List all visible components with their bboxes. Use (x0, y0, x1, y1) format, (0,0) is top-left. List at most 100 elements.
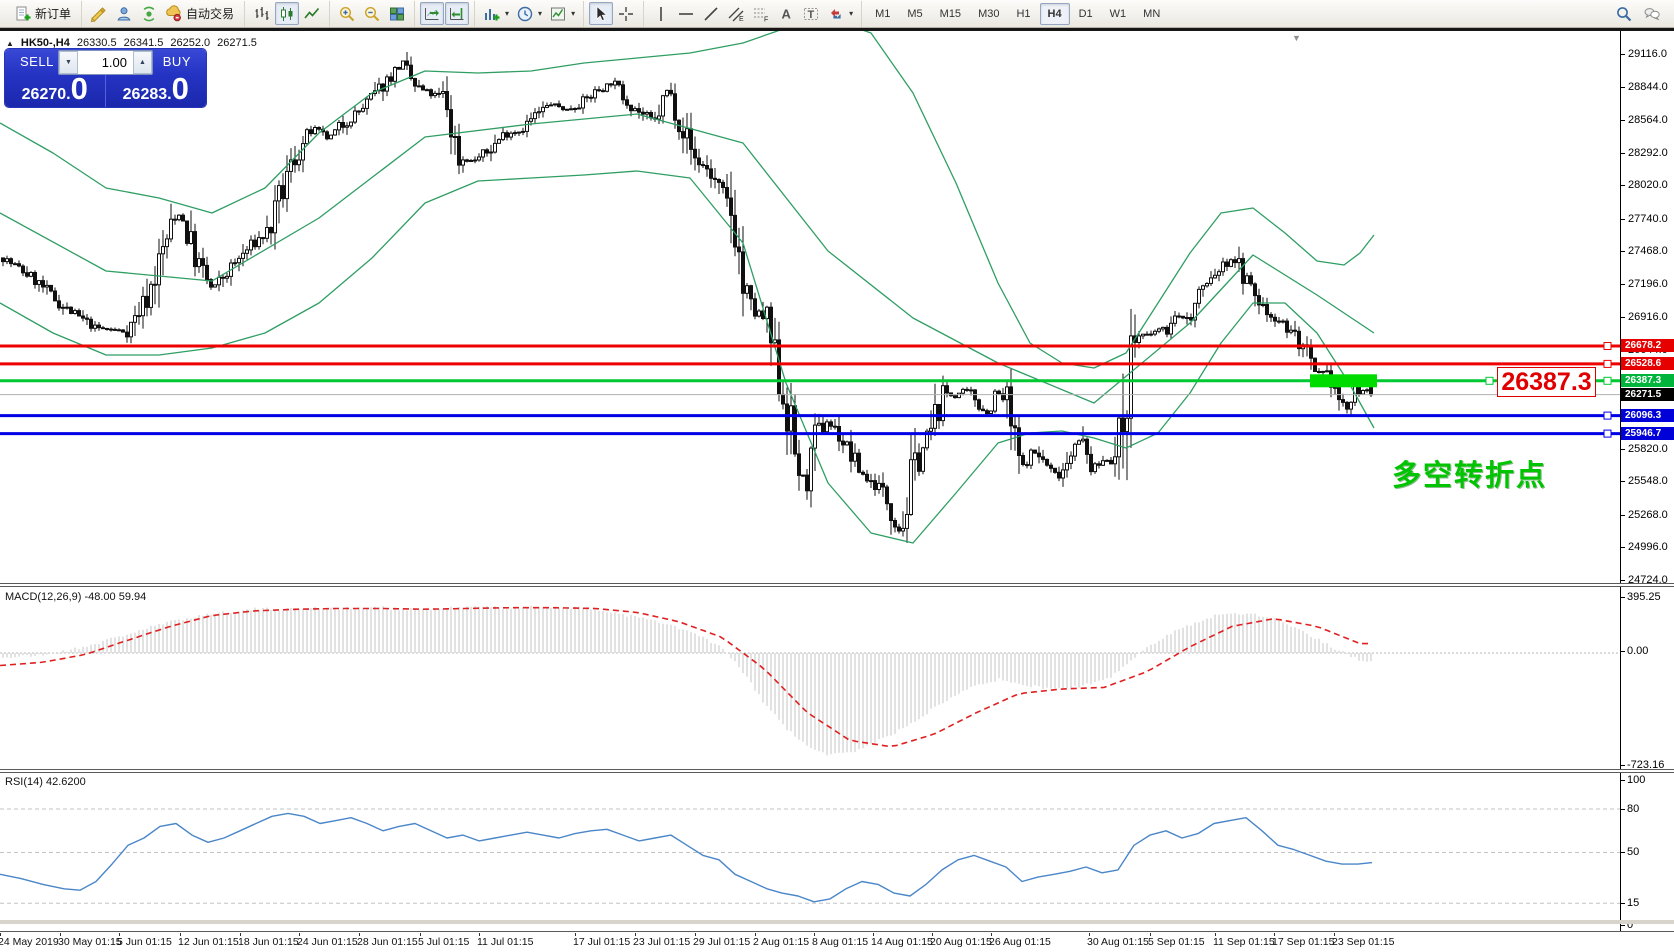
svg-text:F: F (764, 16, 768, 23)
bar-chart-mode-button[interactable] (250, 2, 274, 25)
cursor-button[interactable] (589, 2, 614, 25)
profile-button[interactable] (112, 2, 136, 25)
buy-price: 26283.0 (122, 71, 189, 106)
sell-label: SELL (20, 54, 54, 69)
date-axis-label: 28 Jun 01:15 (357, 936, 418, 948)
date-axis-label: 11 Jul 01:15 (477, 936, 534, 948)
timeframe-M15[interactable]: M15 (939, 7, 962, 20)
date-axis-tick (932, 932, 933, 936)
macd-histogram (2, 605, 1372, 756)
arrows-icon (827, 5, 845, 23)
timeframe-M5[interactable]: M5 (907, 7, 923, 20)
text-label-button[interactable]: T (799, 2, 823, 25)
toolbar-group (244, 0, 329, 27)
search-button[interactable] (1612, 2, 1636, 25)
symbol-info-bar: ▲ HK50-,H4 26330.5 26341.5 26252.0 26271… (6, 37, 257, 49)
equidistant-channel-button[interactable]: E (724, 2, 748, 25)
chevron-down-icon[interactable]: ▾ (849, 9, 854, 18)
zoom-in-icon (338, 5, 356, 23)
timeframe-H1[interactable]: H1 (1016, 7, 1031, 20)
zoom-in-button[interactable] (335, 2, 359, 25)
candlestick-mode-button[interactable] (275, 2, 300, 25)
date-axis-tick (0, 932, 1, 936)
hline-price-badge: 25946.7 (1621, 427, 1674, 440)
date-axis-tick (240, 932, 241, 936)
panel-separator[interactable] (0, 769, 1674, 773)
price-axis-tick-label: 25548.0 (1628, 475, 1668, 487)
volume-decrease-button[interactable]: ▼ (59, 51, 78, 74)
chart-shift-button[interactable] (445, 2, 470, 25)
volume-stepper: ▼ 1.00 ▲ (58, 50, 153, 75)
svg-text:A: A (782, 6, 792, 21)
auto-scroll-button[interactable] (420, 2, 445, 25)
date-axis-label: 11 Sep 01:15 (1213, 936, 1275, 948)
text-label-icon: T (802, 5, 820, 23)
rsi-panel[interactable] (0, 774, 1620, 931)
timeframe-M30[interactable]: M30 (978, 7, 1000, 20)
highlight-box (1310, 374, 1377, 388)
arrows-button[interactable]: ▾ (824, 2, 856, 25)
price-axis-tick-label: 27740.0 (1628, 213, 1668, 225)
svg-text:T: T (808, 9, 815, 21)
buy-label: BUY (162, 54, 191, 69)
timeframe-D1[interactable]: D1 (1078, 7, 1093, 20)
fibonacci-button[interactable]: F (749, 2, 773, 25)
main-price-chart[interactable] (0, 31, 1620, 583)
price-axis-tick-label: 27196.0 (1628, 278, 1668, 290)
chart-shift-marker-icon[interactable]: ▼ (1292, 33, 1301, 43)
toolbar-group (414, 0, 474, 27)
timeframe-MN[interactable]: MN (1143, 7, 1161, 20)
price-axis-tick-label: 29116.0 (1628, 48, 1667, 60)
date-axis-label: 23 Jul 01:15 (633, 936, 691, 948)
date-axis-label: 5 Sep 01:15 (1148, 936, 1205, 948)
templates-button[interactable]: ▾ (546, 2, 578, 25)
volume-increase-button[interactable]: ▲ (133, 51, 152, 74)
line-chart-mode-button[interactable] (300, 2, 324, 25)
timeframe-W1[interactable]: W1 (1109, 7, 1127, 20)
tile-windows-button[interactable] (385, 2, 409, 25)
macd-axis-tick (1620, 765, 1625, 766)
date-axis-tick (695, 932, 696, 936)
signals-button[interactable] (137, 2, 161, 25)
one-click-toggle[interactable]: ▲ (6, 38, 14, 48)
horizontal-line-button[interactable] (674, 2, 698, 25)
rsi-axis-tick (1620, 780, 1625, 781)
periods-button[interactable]: ▾ (513, 2, 545, 25)
chevron-down-icon[interactable]: ▾ (538, 9, 543, 18)
line-handle (1603, 376, 1612, 385)
vertical-line-icon (652, 5, 670, 23)
cursor-icon (592, 5, 610, 23)
trendline-button[interactable] (699, 2, 723, 25)
volume-input[interactable]: 1.00 (101, 55, 127, 70)
date-axis-tick (119, 932, 120, 936)
text-icon: A (777, 5, 795, 23)
chevron-down-icon[interactable]: ▾ (571, 9, 576, 18)
date-axis-tick (299, 932, 300, 936)
panel-separator[interactable] (0, 583, 1674, 587)
timeframe-group: M1 M5 M15 M30 H1 H4 D1 W1 MN (861, 0, 1173, 27)
new-order-button[interactable]: 新订单 (11, 2, 76, 25)
new-order-icon (14, 5, 32, 23)
indicators-button[interactable]: ▾ (480, 2, 512, 25)
price-axis-tick (1620, 185, 1625, 186)
toolbar-group: E F A T ▾ (643, 0, 861, 27)
timeframe-M1[interactable]: M1 (875, 7, 891, 20)
autotrading-button[interactable]: 自动交易 (162, 2, 239, 25)
chevron-down-icon[interactable]: ▾ (505, 9, 510, 18)
chart-window[interactable]: ▲ HK50-,H4 26330.5 26341.5 26252.0 26271… (0, 28, 1674, 952)
annotation-text[interactable]: 多空转折点 (1392, 460, 1548, 492)
timeframe-H4[interactable]: H4 (1039, 2, 1070, 25)
text-button[interactable]: A (774, 2, 798, 25)
vertical-line-button[interactable] (649, 2, 673, 25)
price-callout[interactable]: 26387.3 (1497, 367, 1596, 397)
toolbar: 新订单 自动交易 ▾ ▾ ▾ E F A T ▾ M1 M5 M15 M30 H1 H4 D1 W1 MN (0, 0, 1674, 28)
crayon-button[interactable] (87, 2, 111, 25)
sell-price: 26270.0 (21, 71, 88, 106)
zoom-out-button[interactable] (360, 2, 384, 25)
community-button[interactable] (1640, 2, 1664, 25)
macd-axis-label: 395.25 (1627, 591, 1661, 603)
date-axis-label: 12 Jun 01:15 (178, 936, 239, 948)
macd-panel[interactable] (0, 587, 1620, 769)
price-axis-tick-label: 25268.0 (1628, 509, 1668, 521)
crosshair-button[interactable] (614, 2, 638, 25)
